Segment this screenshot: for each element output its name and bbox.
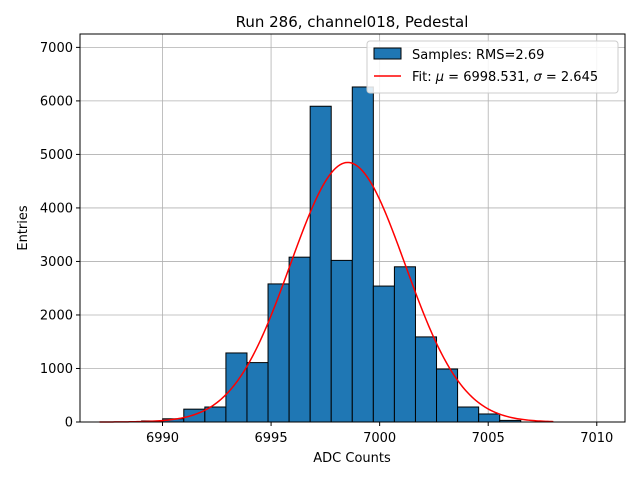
legend-fit-label: Fit: μ = 6998.531, σ = 2.645 [412, 70, 598, 85]
histogram-bar [393, 266, 416, 423]
histogram-bar [288, 256, 311, 423]
histogram-bar [267, 283, 290, 423]
plot-frame [79, 33, 626, 423]
y-axis-ticks: 0 1000 2000 3000 4000 5000 6000 7000 [40, 41, 80, 431]
legend-box [366, 40, 619, 94]
x-tick-label: 6990 [146, 431, 179, 446]
histogram-bar [457, 406, 480, 423]
histogram-bar [309, 105, 332, 423]
y-tick-label: 0 [65, 416, 73, 431]
x-axis-ticks: 6990 6995 7000 7005 7010 [146, 422, 613, 446]
y-tick-label: 7000 [40, 41, 73, 56]
histogram-bars [141, 86, 522, 423]
x-tick-label: 7010 [580, 431, 613, 446]
histogram-bar [372, 285, 395, 423]
y-axis-label: Entries [16, 205, 31, 251]
x-axis-label: ADC Counts [313, 451, 391, 466]
x-tick-label: 6995 [255, 431, 288, 446]
legend: Samples: RMS=2.69 Fit: μ = 6998.531, σ =… [366, 40, 619, 94]
legend-samples-label: Samples: RMS=2.69 [412, 48, 544, 63]
x-tick-label: 7000 [363, 431, 396, 446]
chart-title: Run 286, channel018, Pedestal [236, 13, 469, 31]
y-tick-label: 2000 [40, 308, 73, 323]
histogram-bar [330, 259, 353, 423]
y-tick-label: 5000 [40, 148, 73, 163]
legend-samples-swatch [373, 47, 402, 60]
histogram-bar [246, 362, 269, 423]
fit-curve-layer [99, 161, 554, 423]
histogram-bar [351, 86, 374, 423]
histogram-bar [414, 336, 438, 423]
y-tick-label: 3000 [40, 255, 73, 270]
gaussian-fit-curve [99, 161, 554, 423]
y-tick-label: 1000 [40, 362, 73, 377]
y-tick-label: 6000 [40, 94, 73, 109]
y-tick-label: 4000 [40, 201, 73, 216]
x-tick-label: 7005 [472, 431, 505, 446]
histogram-bar [225, 352, 248, 423]
histogram-bar [478, 413, 501, 423]
